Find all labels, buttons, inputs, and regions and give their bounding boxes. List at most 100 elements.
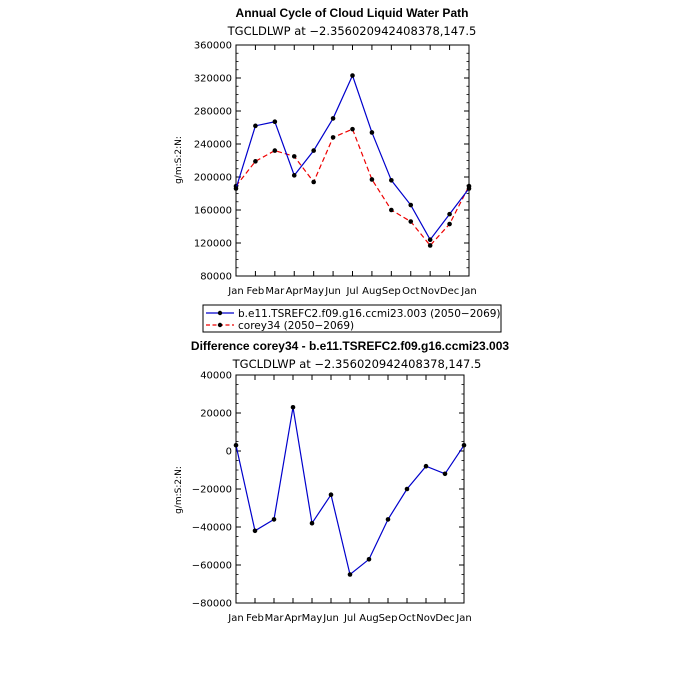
x-tick-label: Jun xyxy=(322,613,339,624)
x-tick-label: Dec xyxy=(435,613,454,624)
data-point xyxy=(291,154,297,159)
data-point xyxy=(253,159,258,164)
x-tick-label: Apr xyxy=(284,613,302,624)
data-point xyxy=(408,219,414,224)
data-point xyxy=(252,528,258,534)
data-point xyxy=(461,443,467,448)
data-point xyxy=(442,471,448,477)
y-tick-label: 80000 xyxy=(200,272,232,283)
legend-marker-series-1 xyxy=(217,310,223,316)
series-line-1 xyxy=(235,73,470,241)
x-tick-label: Aug xyxy=(362,286,382,297)
y-tick-label: 0 xyxy=(226,447,232,458)
legend-label-series-2: corey34 (2050−2069) xyxy=(238,320,354,332)
data-point xyxy=(311,148,316,153)
y-tick-label: 40000 xyxy=(200,371,232,382)
x-tick-label: Nov xyxy=(420,286,440,297)
data-point xyxy=(385,517,391,522)
series-line-1 xyxy=(235,407,465,576)
y-tick-label: −60000 xyxy=(192,561,232,572)
series-group xyxy=(233,405,467,577)
x-tick-label: Feb xyxy=(247,286,265,297)
x-tick-label: May xyxy=(302,613,323,624)
x-tick-label: Oct xyxy=(402,286,419,297)
data-point xyxy=(369,177,375,182)
chart-title: Annual Cycle of Cloud Liquid Water Path xyxy=(236,6,469,20)
data-point xyxy=(328,492,334,498)
x-tick-label: Mar xyxy=(265,286,285,297)
series-group xyxy=(233,73,472,248)
x-tick-label: Sep xyxy=(379,613,398,624)
plot-frame xyxy=(235,374,465,604)
axis-ticks: 80000 120000 160000 200000 240000 280000 32000… xyxy=(194,41,477,298)
y-tick-label: −80000 xyxy=(192,599,232,610)
x-tick-label: Jan xyxy=(455,613,471,624)
y-tick-label: 280000 xyxy=(194,107,232,118)
data-point xyxy=(272,119,278,125)
x-tick-label: Jan xyxy=(227,613,243,624)
difference-chart: Difference corey34 - b.e11.TSREFC2.f09.g… xyxy=(174,339,509,624)
legend-marker-series-2 xyxy=(217,322,223,328)
x-tick-label: Dec xyxy=(440,286,459,297)
x-tick-label: Jul xyxy=(345,286,358,297)
legend: b.e11.TSREFC2.f09.g16.ccmi23.003 (2050−2… xyxy=(202,304,502,333)
y-tick-label: 120000 xyxy=(194,239,232,250)
data-point xyxy=(330,116,336,121)
data-point xyxy=(272,148,278,153)
data-point xyxy=(271,517,277,522)
x-tick-label: Apr xyxy=(286,286,304,297)
legend-label-series-1: b.e11.TSREFC2.f09.g16.ccmi23.003 (2050−2… xyxy=(238,308,501,320)
x-tick-label: May xyxy=(303,286,324,297)
data-point xyxy=(350,126,355,132)
data-point xyxy=(253,123,258,129)
x-tick-label: Jan xyxy=(460,286,476,297)
data-point xyxy=(466,186,472,191)
data-point xyxy=(404,486,410,492)
x-tick-label: Oct xyxy=(398,613,415,624)
y-tick-label: 20000 xyxy=(200,409,232,420)
y-tick-label: 240000 xyxy=(194,140,232,151)
y-tick-label: −20000 xyxy=(192,485,232,496)
data-point xyxy=(330,135,336,140)
y-tick-label: −40000 xyxy=(192,523,232,534)
x-tick-label: Sep xyxy=(382,286,401,297)
data-point xyxy=(423,463,429,469)
x-tick-label: Jan xyxy=(227,286,243,297)
annual-cycle-chart: Annual Cycle of Cloud Liquid Water Path … xyxy=(174,6,502,333)
y-tick-label: 200000 xyxy=(194,173,232,184)
data-point xyxy=(309,520,315,526)
data-point xyxy=(427,243,433,248)
chart-subtitle: TGCLDLWP at −2.356020942408378,147.5 xyxy=(232,357,482,371)
y-tick-label: 160000 xyxy=(194,206,232,217)
y-axis-label: g/m:S:2:N: xyxy=(174,136,184,184)
chart-title: Difference corey34 - b.e11.TSREFC2.f09.g… xyxy=(191,339,509,353)
y-tick-label: 320000 xyxy=(194,74,232,85)
data-point xyxy=(389,178,394,183)
data-point xyxy=(233,443,239,448)
data-point xyxy=(350,73,355,78)
data-point xyxy=(427,237,433,242)
data-point xyxy=(408,202,414,208)
chart-subtitle: TGCLDLWP at −2.356020942408378,147.5 xyxy=(227,24,477,38)
data-point xyxy=(369,130,375,135)
data-point xyxy=(347,572,353,577)
x-tick-label: Jun xyxy=(324,286,341,297)
y-axis-label: g/m:S:2:N: xyxy=(174,466,184,514)
legend-box xyxy=(202,304,502,333)
x-tick-label: Mar xyxy=(265,613,285,624)
data-point xyxy=(389,207,394,213)
data-point xyxy=(366,557,372,562)
data-point xyxy=(447,211,452,217)
y-tick-label: 360000 xyxy=(194,41,232,52)
series-line-2 xyxy=(235,128,470,247)
data-point xyxy=(233,186,239,191)
data-point xyxy=(311,179,316,185)
data-point xyxy=(290,405,296,410)
data-point xyxy=(447,221,452,227)
data-point xyxy=(291,173,297,178)
x-tick-label: Nov xyxy=(416,613,436,624)
x-tick-label: Jul xyxy=(343,613,356,624)
x-tick-label: Feb xyxy=(246,613,264,624)
